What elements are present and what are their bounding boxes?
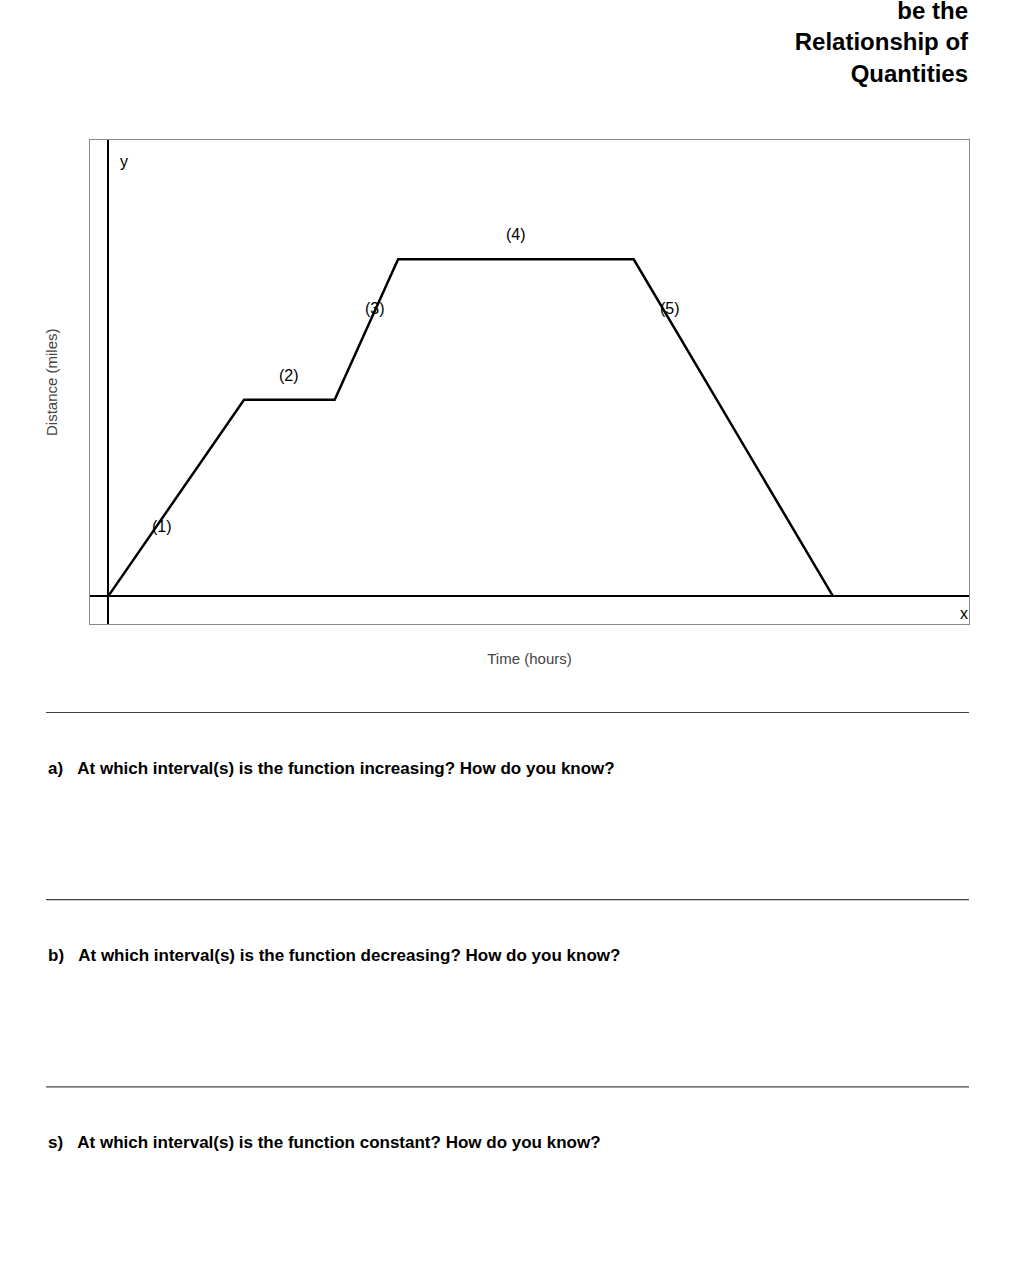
svg-text:s) At which interval(s) is t: s) At which interval(s) is the function … bbox=[48, 1133, 601, 1152]
svg-text:b) At which interval(s) is t: b) At which interval(s) is the function … bbox=[48, 946, 620, 965]
svg-text:Time (hours): Time (hours) bbox=[487, 650, 571, 667]
svg-text:Distance (miles): Distance (miles) bbox=[44, 328, 61, 436]
svg-text:(5): (5) bbox=[660, 300, 680, 317]
svg-text:a) At which interval(s) is t: a) At which interval(s) is the function … bbox=[48, 759, 615, 778]
svg-text:be theRelationship ofQuantitie: be theRelationship ofQuantities bbox=[795, 0, 969, 87]
svg-text:x: x bbox=[960, 605, 968, 622]
svg-text:y: y bbox=[120, 153, 128, 170]
svg-text:(3): (3) bbox=[365, 300, 385, 317]
svg-text:(1): (1) bbox=[152, 518, 172, 535]
svg-text:(4): (4) bbox=[506, 226, 526, 243]
svg-text:(2): (2) bbox=[279, 367, 299, 384]
